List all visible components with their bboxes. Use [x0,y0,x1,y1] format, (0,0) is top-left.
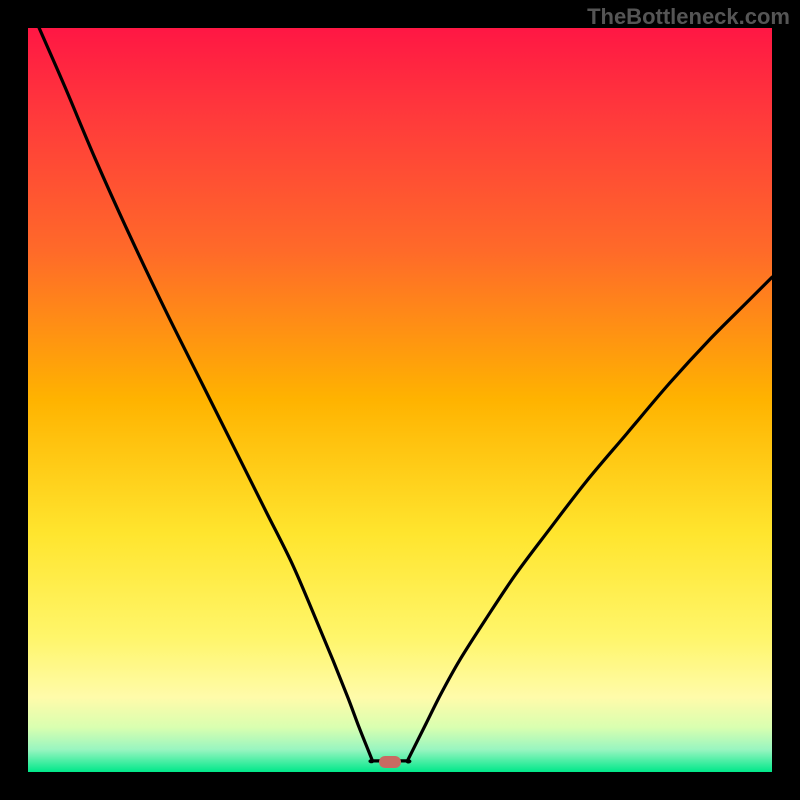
watermark-text: TheBottleneck.com [587,4,790,30]
curve-layer [28,28,772,772]
bottleneck-curve [39,28,772,762]
chart-wrapper: TheBottleneck.com [0,0,800,800]
plot-frame [28,28,772,772]
trough-marker [379,756,401,768]
